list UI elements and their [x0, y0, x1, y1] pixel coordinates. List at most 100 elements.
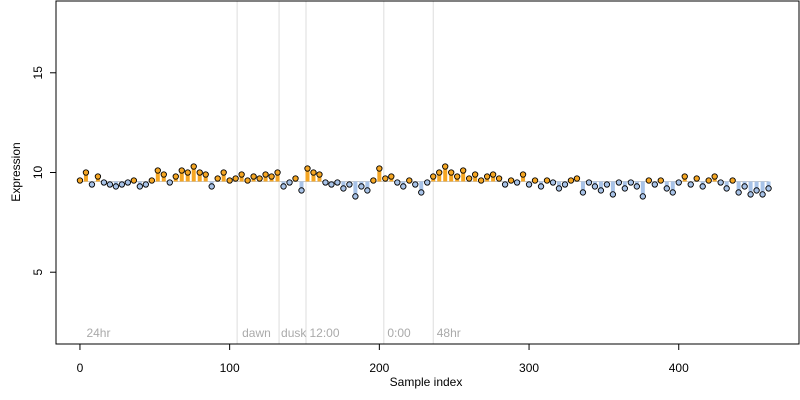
data-point: [364, 187, 371, 194]
data-point: [735, 189, 742, 196]
data-point: [460, 167, 467, 174]
deviation-bar: [185, 172, 190, 182]
data-point: [609, 191, 617, 198]
data-point: [747, 191, 754, 198]
data-point: [346, 181, 353, 188]
phase-label: 12:00: [309, 326, 339, 340]
data-point: [166, 179, 173, 186]
deviation-bar: [521, 174, 526, 182]
deviation-bar: [760, 181, 765, 195]
data-point: [537, 183, 545, 190]
data-point: [208, 183, 215, 190]
data-point: [184, 169, 191, 176]
data-point: [597, 187, 605, 194]
deviation-bar: [491, 174, 496, 182]
data-point: [358, 183, 365, 190]
phase-label: 48hr: [437, 326, 461, 340]
data-point: [681, 173, 688, 180]
data-point: [603, 181, 611, 188]
data-point: [454, 173, 461, 180]
x-tick-label: 200: [369, 361, 389, 375]
data-point: [531, 177, 539, 184]
x-axis-label: Sample index: [390, 375, 463, 389]
data-point: [466, 175, 473, 182]
deviation-bar: [83, 172, 88, 182]
data-point: [130, 177, 137, 184]
deviation-bar: [754, 181, 759, 191]
phase-label: 24hr: [86, 326, 110, 340]
deviation-bar: [437, 172, 442, 182]
data-point: [148, 177, 155, 184]
data-point: [627, 179, 634, 186]
data-point: [663, 185, 670, 192]
data-point: [711, 173, 718, 180]
deviation-bar: [443, 166, 448, 182]
data-point: [567, 177, 575, 184]
data-point: [621, 185, 629, 192]
data-point: [250, 173, 257, 180]
y-tick-label: 5: [31, 269, 45, 276]
data-point: [525, 181, 533, 188]
phase-label: 0:00: [387, 326, 411, 340]
data-point: [555, 185, 563, 192]
deviation-bar: [365, 181, 370, 191]
data-point: [232, 175, 239, 182]
y-tick-label: 15: [31, 66, 45, 80]
data-point: [316, 171, 323, 178]
data-point: [669, 189, 676, 196]
deviation-bar: [317, 174, 322, 182]
data-point: [585, 179, 593, 186]
data-point: [106, 181, 114, 188]
data-point: [286, 179, 293, 186]
deviation-bar: [305, 168, 310, 182]
data-point: [352, 193, 359, 200]
data-point: [334, 179, 341, 186]
deviation-bar: [670, 181, 675, 193]
data-point: [178, 167, 185, 174]
data-point: [418, 189, 425, 196]
x-tick-label: 0: [77, 361, 84, 375]
data-point: [256, 175, 263, 182]
data-point: [549, 179, 557, 186]
deviation-bar: [664, 181, 669, 189]
data-point: [633, 183, 640, 190]
data-point: [388, 173, 395, 180]
data-point: [753, 187, 760, 194]
deviation-bar: [473, 174, 478, 182]
data-point: [489, 171, 497, 178]
data-point: [693, 175, 700, 182]
data-point: [292, 175, 299, 182]
y-axis-label: Expression: [9, 142, 23, 201]
data-point: [82, 169, 90, 176]
data-point: [573, 175, 581, 182]
deviation-bar: [640, 181, 645, 197]
deviation-bar: [377, 168, 382, 182]
deviation-bar: [311, 172, 316, 182]
deviation-bar: [419, 181, 424, 193]
data-point: [430, 173, 437, 180]
data-point: [519, 171, 527, 178]
deviation-bar: [203, 174, 208, 182]
data-point: [190, 163, 197, 170]
data-point: [657, 177, 664, 184]
data-point: [280, 183, 287, 190]
deviation-bar: [610, 181, 615, 195]
data-point: [142, 181, 149, 188]
plot-frame: [55, 0, 800, 345]
deviation-bar: [197, 172, 202, 182]
data-point: [723, 185, 730, 192]
data-point: [370, 177, 377, 184]
data-point: [561, 181, 569, 188]
data-point: [310, 169, 317, 176]
deviation-bar: [449, 172, 454, 182]
data-point: [442, 163, 449, 170]
deviation-bar: [155, 170, 160, 182]
y-tick-label: 10: [31, 166, 45, 180]
data-point: [501, 181, 509, 188]
deviation-bar: [461, 170, 466, 182]
phase-label: dawn: [242, 326, 271, 340]
data-point: [472, 171, 479, 178]
data-point: [699, 183, 706, 190]
deviation-bar: [748, 181, 753, 195]
data-point: [687, 181, 694, 188]
